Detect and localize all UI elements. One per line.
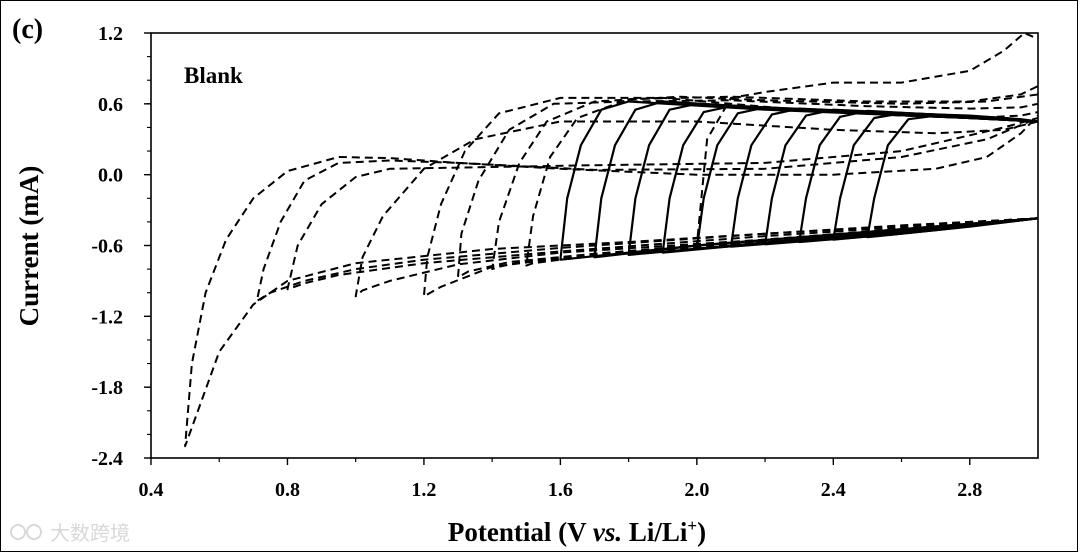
series-line-6 — [491, 93, 1039, 271]
x-tick-label-3: 1.6 — [548, 479, 573, 501]
y-tick-label-5: -1.8 — [91, 377, 123, 399]
x-tick-label-5: 2.4 — [821, 479, 846, 501]
series-line-3 — [354, 120, 1039, 298]
y-axis-title: Current (mA) — [14, 166, 44, 327]
series-line-2 — [286, 117, 1039, 291]
y-tick-label-1: 0.6 — [98, 94, 123, 116]
x-axis-title-sup: + — [687, 516, 697, 535]
y-tick-label-4: -1.2 — [91, 306, 123, 328]
series-line-1 — [255, 117, 1039, 302]
x-axis-title-italic: vs. — [593, 517, 622, 547]
watermark-logo-icon — [10, 524, 26, 540]
x-axis-title: Potential (V vs. Li/Li+) — [448, 516, 706, 547]
series-line-5 — [457, 99, 1039, 279]
series-line-8 — [695, 32, 1039, 247]
x-tick-label-6: 2.8 — [957, 479, 982, 501]
x-axis-title-post: Li/Li — [622, 517, 688, 547]
series-line-0 — [184, 114, 1039, 448]
y-tick-label-0: 1.2 — [98, 23, 123, 45]
blank-annotation: Blank — [184, 63, 243, 88]
watermark: 大数跨境 — [10, 521, 130, 545]
x-tick-label-1: 0.8 — [275, 479, 300, 501]
x-axis-title-pre: Potential (V — [448, 517, 593, 547]
x-tick-label-0: 0.4 — [139, 479, 164, 501]
y-tick-label-3: -0.6 — [91, 236, 123, 258]
series-layer — [184, 32, 1039, 448]
tick-layer: 0.4 0.8 1.2 1.6 2.0 2.4 2.8 1.2 0.6 0.0 -0.6 -1.2 -1… — [91, 23, 982, 501]
series-line-4 — [422, 96, 1039, 298]
series-line-18 — [866, 114, 1039, 239]
panel-label: (c) — [12, 14, 43, 45]
y-tick-label-2: 0.0 — [98, 165, 123, 187]
x-tick-label-4: 2.0 — [684, 479, 709, 501]
x-axis-title-close: ) — [697, 517, 706, 547]
watermark-logo-icon-2 — [26, 524, 42, 540]
y-tick-label-6: -2.4 — [91, 448, 123, 470]
x-tick-label-2: 1.2 — [411, 479, 436, 501]
watermark-text: 大数跨境 — [50, 521, 130, 545]
